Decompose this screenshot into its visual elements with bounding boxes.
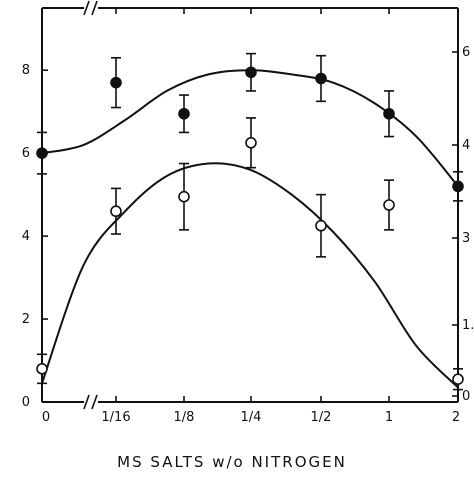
left-y-tick-label: 4: [22, 229, 30, 244]
right-y-tick-label: 0: [462, 389, 470, 404]
right-y-tick-label: 3: [462, 231, 470, 246]
open-data-point: [110, 205, 122, 218]
filled-data-point: [178, 107, 190, 120]
x-tick-label: 2: [452, 410, 460, 425]
x-axis-label: MS SALTS w/o NITROGEN: [117, 453, 347, 471]
x-tick-label: 1/8: [174, 410, 195, 425]
open-data-point: [36, 363, 48, 375]
right-y-tick-label: 6: [462, 45, 470, 60]
left-y-tick-label: 0: [22, 395, 30, 410]
left-y-axis-ticks: 0 2 4 6 8: [22, 63, 48, 410]
x-axis-break: [91, 394, 98, 410]
open-data-point: [315, 219, 327, 232]
fit-curve-open-series: [41, 162, 459, 389]
x-tick-label: 1/16: [101, 410, 130, 425]
filled-data-point: [245, 66, 257, 79]
open-data-point: [178, 190, 190, 203]
left-y-tick-label: 8: [22, 63, 30, 78]
left-y-tick-label: 6: [22, 146, 30, 161]
x-tick-label: 0: [42, 410, 50, 425]
x-axis-ticks: 0 1/16 1/8 1/4 1/2 1 2: [41, 8, 460, 425]
filled-data-point: [36, 147, 48, 159]
x-tick-label: 1/4: [241, 410, 262, 425]
right-y-tick-label: 1.: [462, 318, 474, 333]
top-axis-break: [91, 0, 98, 16]
open-data-point: [383, 199, 395, 211]
filled-data-point: [452, 180, 464, 193]
right-y-tick-label: 4: [462, 138, 470, 153]
left-y-tick-label: 2: [22, 312, 30, 327]
filled-data-point: [110, 76, 122, 89]
data-points: [36, 66, 464, 385]
open-data-point: [452, 373, 464, 385]
open-data-point: [245, 136, 257, 149]
right-y-axis-ticks: 0 1. 3 4 6: [452, 45, 474, 404]
axes: [41, 0, 459, 410]
x-axis-break: [83, 394, 90, 410]
filled-data-point: [315, 72, 327, 85]
x-tick-label: 1: [385, 410, 393, 425]
filled-data-point: [383, 107, 395, 120]
x-tick-label: 1/2: [311, 410, 332, 425]
error-bars: [37, 52, 463, 391]
top-axis-break: [83, 0, 90, 16]
